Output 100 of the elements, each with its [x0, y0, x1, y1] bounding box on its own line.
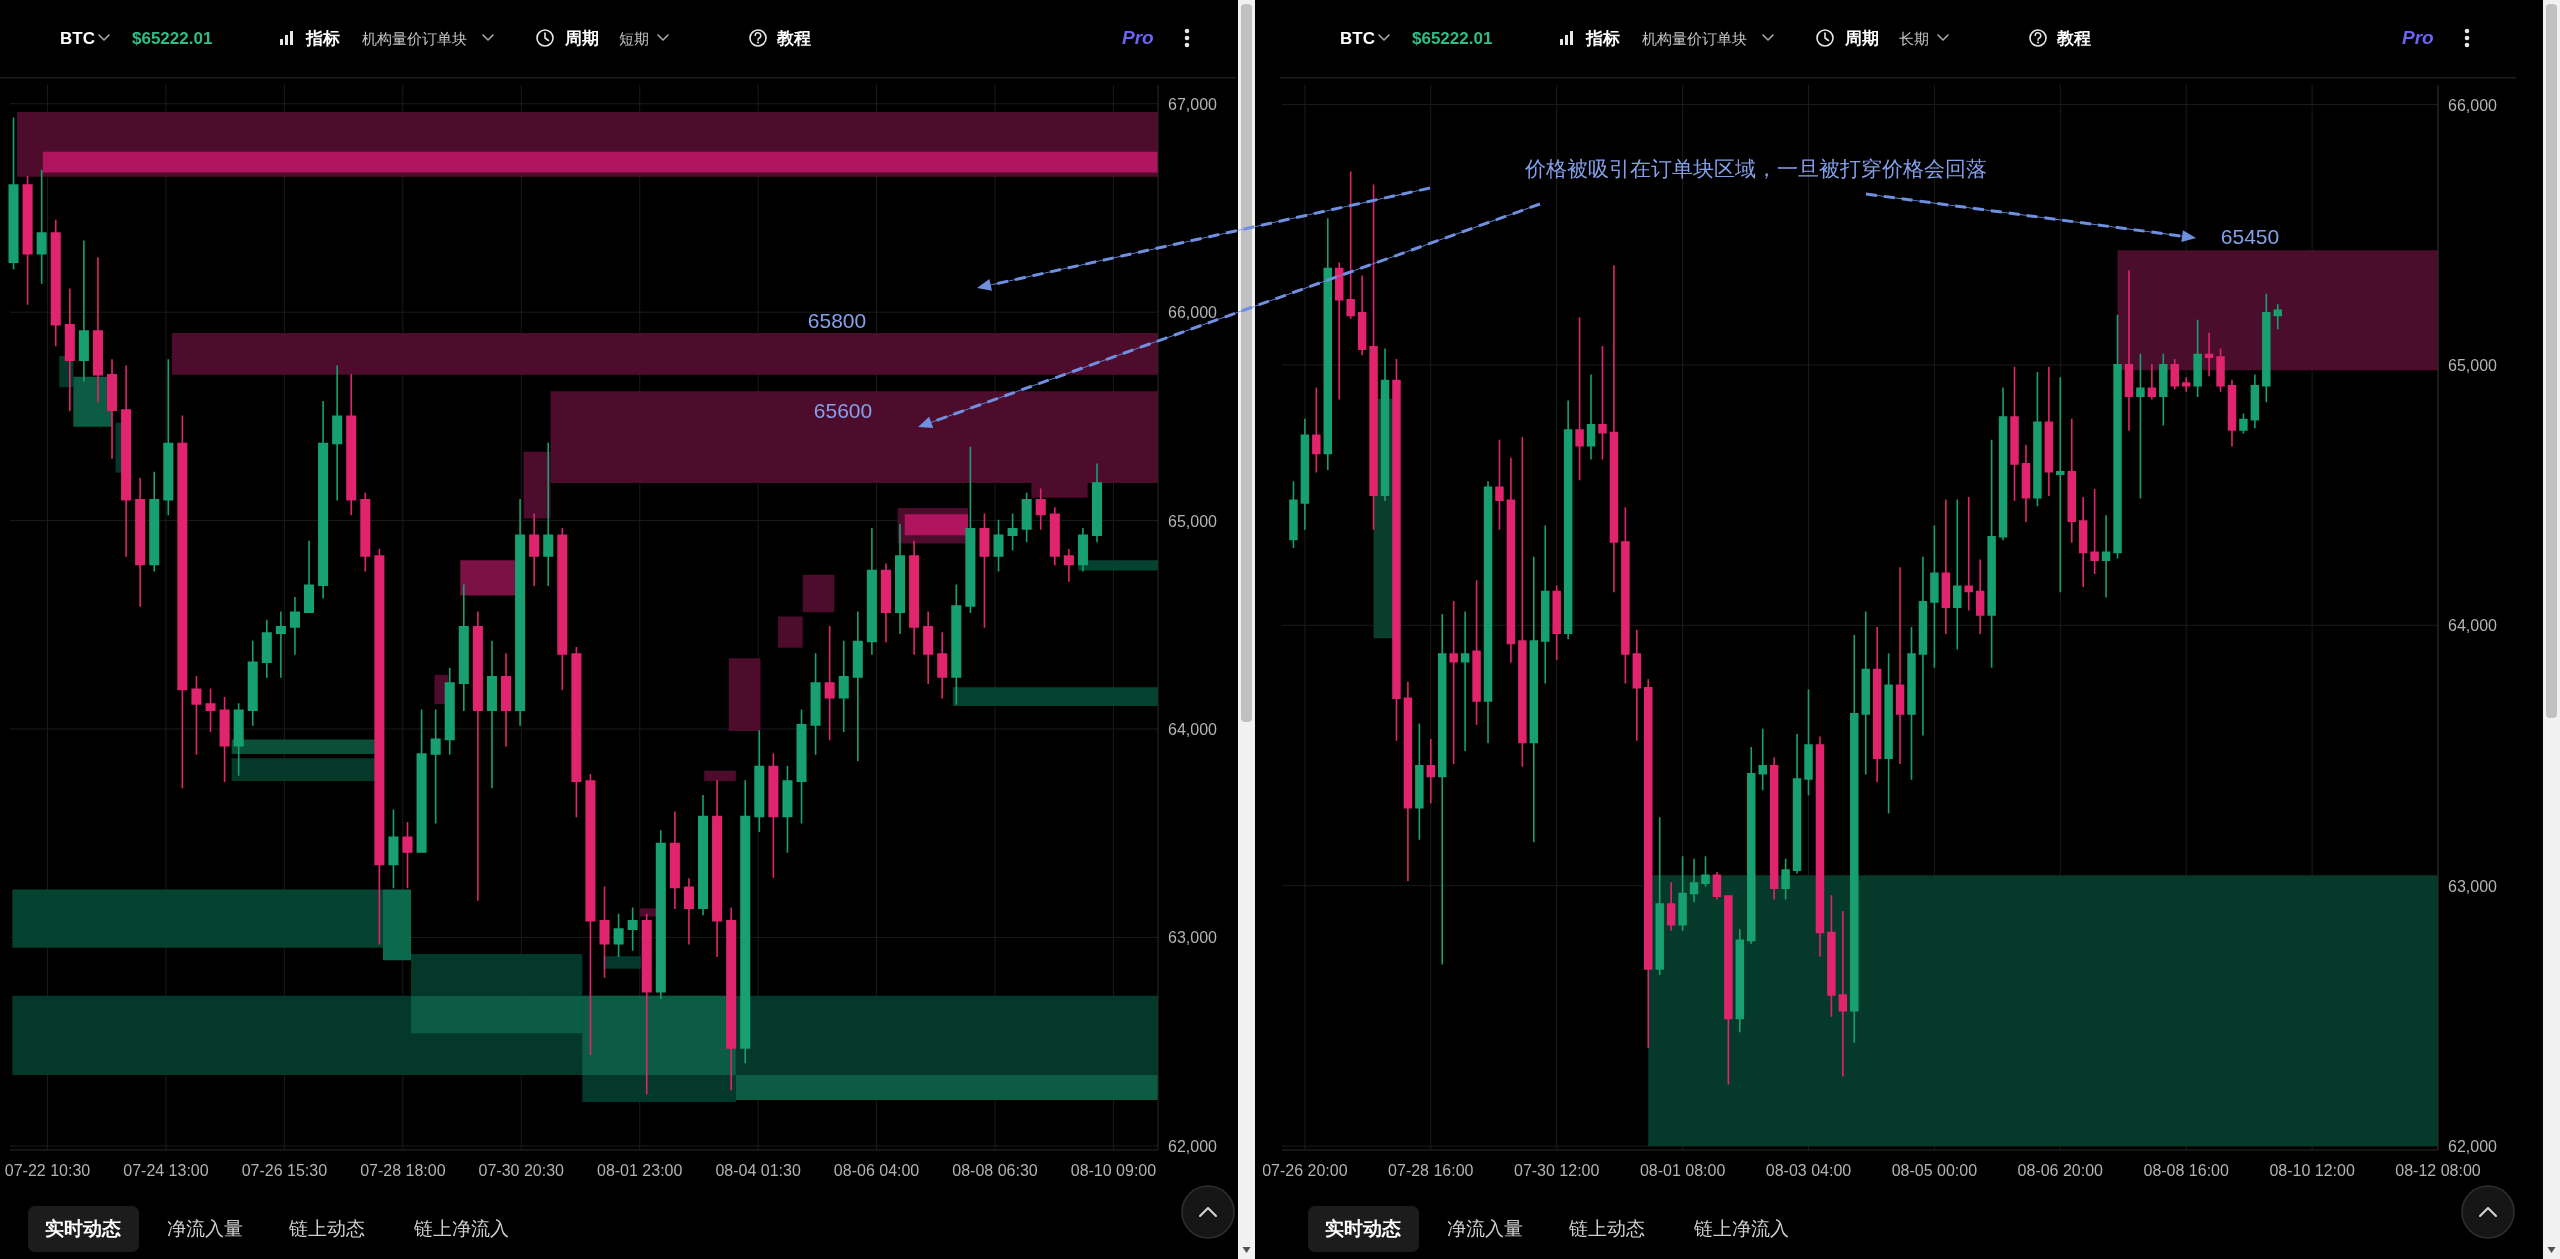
candlestick: [2113, 314, 2122, 559]
candlestick: [2204, 332, 2214, 377]
candlestick: [1380, 348, 1390, 502]
candlestick: [571, 646, 582, 818]
candlestick: [740, 780, 751, 1064]
x-tick-label: 08-08 16:00: [2143, 1162, 2229, 1179]
candlestick: [1289, 481, 1298, 548]
candlestick: [1438, 614, 1447, 965]
candlestick: [866, 528, 877, 655]
candlestick: [852, 611, 863, 762]
annotation: 65450: [2220, 225, 2280, 248]
text: 链上净流入: [1692, 1218, 1789, 1239]
x-tick-label: 08-01 08:00: [1639, 1162, 1726, 1179]
candlestick: [416, 709, 427, 853]
candlestick: [1678, 856, 1687, 931]
text: 链上净流入: [412, 1218, 509, 1239]
candlestick: [1415, 723, 1424, 840]
candlestick: [683, 878, 694, 945]
candlestick: [1735, 929, 1745, 1033]
candlestick: [951, 584, 962, 705]
candlestick: [191, 676, 202, 755]
candlestick: [275, 611, 286, 678]
candlestick: [1092, 463, 1103, 543]
text: 教程: [2056, 29, 2091, 48]
chart-title: BTC: [1340, 29, 1375, 48]
candlestick: [796, 709, 807, 824]
candlestick: [543, 442, 554, 586]
candlestick: [2159, 353, 2168, 426]
text: 净流入量: [1447, 1218, 1523, 1239]
candlestick: [2227, 379, 2237, 447]
y-tick-label: 65,000: [2448, 356, 2498, 374]
candlestick: [1701, 856, 1710, 887]
x-tick-label: 08-10 09:00: [1070, 1162, 1157, 1179]
candlestick: [135, 478, 146, 607]
candlestick: [923, 611, 934, 684]
candlestick: [1449, 601, 1458, 765]
candlestick: [2078, 496, 2088, 588]
annotation: 65800: [807, 309, 867, 332]
x-tick-label: 07-26 20:00: [1262, 1162, 1348, 1179]
candlestick: [1872, 627, 1882, 783]
text: 链上动态: [1568, 1218, 1645, 1239]
candlestick: [402, 821, 413, 889]
candlestick: [993, 519, 1004, 572]
candlestick: [2124, 270, 2134, 431]
candlestick: [895, 523, 906, 634]
candlestick: [1495, 439, 1504, 530]
candlestick: [1781, 858, 1790, 900]
candlestick: [1758, 728, 1767, 791]
candlestick: [1666, 882, 1676, 931]
y-tick-label: 62,000: [2448, 1138, 2498, 1156]
candlestick: [1609, 265, 1619, 593]
text: Pro: [1122, 27, 1154, 48]
x-tick-label: 08-10 12:00: [2269, 1162, 2355, 1179]
candlestick: [1063, 548, 1074, 582]
candlestick: [979, 513, 990, 628]
candlestick: [219, 696, 230, 782]
y-tick-label: 64,000: [1168, 721, 1218, 738]
candlestick: [782, 765, 793, 853]
candlestick: [304, 540, 315, 614]
candlestick: [726, 907, 737, 1091]
candlestick: [2262, 293, 2271, 403]
candlestick: [627, 907, 638, 951]
x-tick-label: 08-01 23:00: [597, 1162, 683, 1179]
text: 教程: [776, 29, 811, 48]
candlestick: [1850, 634, 1859, 1043]
candlestick: [1861, 611, 1870, 775]
x-tick-label: 07-26 15:30: [241, 1162, 328, 1179]
candlestick: [1975, 559, 1985, 634]
candlestick: [374, 548, 385, 945]
candlestick: [261, 619, 272, 678]
candlestick: [92, 257, 103, 403]
text: 净流入量: [167, 1218, 243, 1239]
candlestick: [1575, 317, 1584, 481]
candlestick: [1598, 345, 1607, 460]
candlestick: [1460, 611, 1470, 752]
candlestick: [1357, 275, 1367, 356]
text: 机构量价订单块: [1642, 30, 1747, 47]
candlestick: [177, 415, 188, 789]
candlestick: [641, 913, 652, 1095]
text: 指标: [1585, 29, 1620, 48]
annotation: 价格被吸引在订单块区域，一旦被打穿价格会回落: [1524, 157, 1987, 180]
candlestick: [1941, 499, 1951, 634]
candlestick: [2147, 364, 2157, 400]
text: 指标: [305, 29, 340, 48]
candlestick: [444, 667, 455, 755]
candlestick: [2273, 304, 2282, 330]
candlestick: [107, 359, 118, 459]
text: 实时动态: [1325, 1218, 1401, 1239]
candlestick: [346, 373, 357, 516]
candlestick: [2250, 374, 2260, 429]
candlestick: [1884, 653, 1893, 814]
x-tick-label: 08-05 00:00: [1891, 1162, 1978, 1179]
x-tick-label: 08-08 06:30: [952, 1162, 1038, 1179]
candlestick: [486, 640, 497, 789]
x-tick-label: 07-22 10:30: [4, 1162, 91, 1179]
candlestick: [1529, 556, 1539, 843]
candlestick: [163, 359, 174, 516]
candlestick: [430, 709, 441, 824]
candlestick: [1426, 739, 1436, 804]
candlestick: [1838, 910, 1848, 1077]
